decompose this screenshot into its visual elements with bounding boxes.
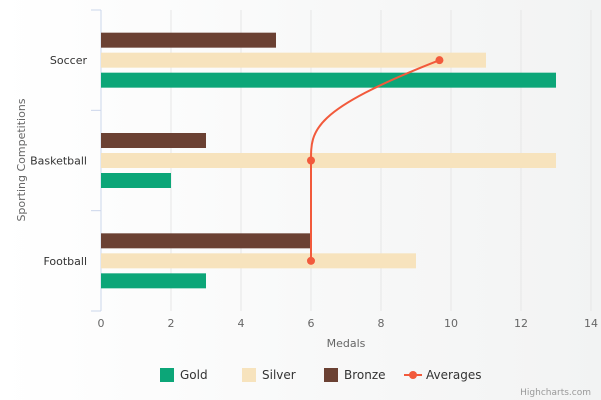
bar-gold[interactable] [101, 273, 206, 289]
bar-silver[interactable] [101, 52, 486, 68]
x-axis-ticks: 0 2 4 6 8 10 12 14 [98, 317, 599, 330]
legend-label: Bronze [344, 368, 386, 382]
legend-swatch [160, 368, 174, 382]
x-tick-label: 12 [514, 317, 528, 330]
category-label: Soccer [50, 54, 88, 67]
bar-gold[interactable] [101, 72, 556, 88]
x-tick-label: 10 [444, 317, 458, 330]
credits-label[interactable]: Highcharts.com [520, 388, 591, 398]
bars [101, 32, 556, 289]
category-label: Football [43, 255, 87, 268]
legend-label: Silver [262, 368, 296, 382]
legend: Gold Silver Bronze Averages [160, 368, 482, 382]
y-axis-title: Sporting Competitions [15, 98, 28, 221]
x-tick-label: 4 [238, 317, 245, 330]
legend-item-gold[interactable]: Gold [160, 368, 208, 382]
x-tick-label: 6 [308, 317, 315, 330]
average-point[interactable] [307, 256, 315, 265]
legend-item-silver[interactable]: Silver [242, 368, 296, 382]
bar-bronze[interactable] [101, 133, 206, 148]
averages-line [307, 56, 444, 265]
legend-label: Gold [180, 368, 208, 382]
x-tick-label: 0 [98, 317, 105, 330]
average-point[interactable] [307, 156, 315, 165]
bar-silver[interactable] [101, 153, 556, 168]
legend-marker [409, 371, 417, 379]
legend-label: Averages [426, 368, 482, 382]
legend-item-averages[interactable]: Averages [404, 368, 482, 382]
bar-silver[interactable] [101, 253, 416, 269]
x-tick-label: 2 [168, 317, 175, 330]
y-axis-categories: Soccer Basketball Football [30, 54, 87, 268]
legend-swatch [242, 368, 256, 382]
bar-bronze[interactable] [101, 233, 311, 249]
category-label: Basketball [30, 155, 87, 168]
x-tick-label: 8 [378, 317, 385, 330]
x-tick-label: 14 [584, 317, 598, 330]
bar-bronze[interactable] [101, 32, 276, 48]
legend-item-bronze[interactable]: Bronze [324, 368, 386, 382]
average-point[interactable] [435, 56, 444, 65]
legend-swatch [324, 368, 338, 382]
bar-gold[interactable] [101, 173, 171, 188]
x-axis-title: Medals [327, 337, 366, 350]
